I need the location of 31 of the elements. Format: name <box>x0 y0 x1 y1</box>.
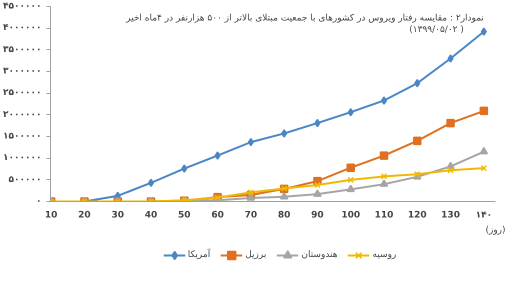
y-tick-label: ۰ <box>36 196 42 206</box>
y-tick-label: ۲۰۰۰۰۰۰ <box>3 110 42 120</box>
y-tick-label: ۴۵۰۰۰۰۰ <box>3 2 42 12</box>
x-axis-title: (روز) <box>485 226 506 236</box>
x-tick-label: 60 <box>211 210 224 220</box>
x-tick-label: 20 <box>78 210 91 220</box>
x-tick-label: ۱۴۰ <box>476 210 492 220</box>
legend-label: هندوستان <box>301 250 338 260</box>
y-tick-label: ۵۰۰۰۰۰ <box>8 174 42 185</box>
legend-label: آمریکا <box>188 250 210 260</box>
x-tick-label: 50 <box>178 210 191 220</box>
x-tick-label: 90 <box>311 210 324 220</box>
y-tick-label: ۱۵۰۰۰۰۰ <box>3 132 42 142</box>
y-tick-label: ۱۰۰۰۰۰۰ <box>3 153 42 164</box>
x-tick-label: 80 <box>278 210 290 220</box>
x-tick-label: 130 <box>441 210 460 220</box>
x-tick-label: 10 <box>44 210 58 220</box>
x-tick-label: 120 <box>408 210 427 220</box>
y-tick-label: ۳۰۰۰۰۰۰ <box>3 66 42 76</box>
y-tick-label: ۳۵۰۰۰۰۰ <box>3 44 42 55</box>
x-tick-label: 30 <box>111 210 124 220</box>
x-tick-label: 40 <box>144 210 158 220</box>
x-tick-label: 100 <box>341 210 360 220</box>
text: (۱۳۹۹/۰۵/۰۲ ) <box>409 25 464 36</box>
y-tick-label: ۲۵۰۰۰۰۰ <box>3 88 42 98</box>
y-tick-label: ۴۰۰۰۰۰۰ <box>3 23 42 34</box>
text: نمودار۲ : مقایسه رفتار ویروس در کشورهای با جمعیت مبتلای بالاتر از ۵۰۰ هزارنفر در ۴ماه اخیر <box>125 13 484 24</box>
legend-label: برزیل <box>245 250 266 260</box>
x-tick-label: 110 <box>374 210 394 220</box>
x-tick-label: 70 <box>244 210 258 220</box>
legend-label: روسیه <box>372 250 396 260</box>
